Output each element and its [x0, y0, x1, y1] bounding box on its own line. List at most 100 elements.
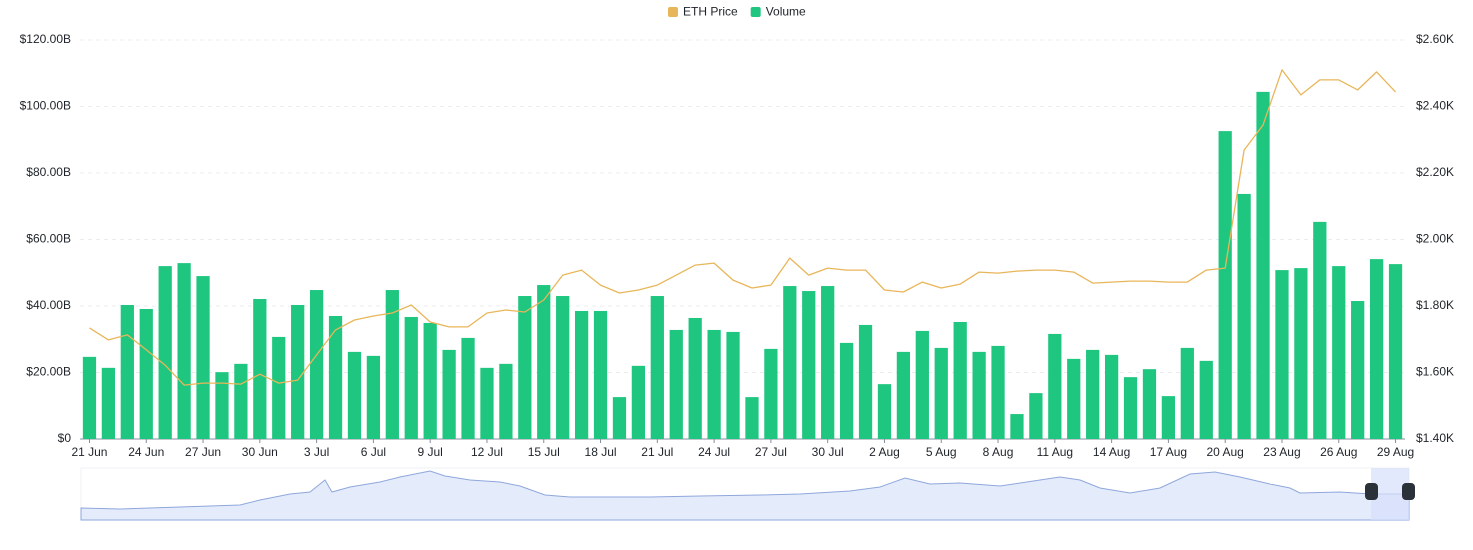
- bar: [821, 286, 835, 439]
- bar: [1161, 396, 1176, 439]
- x-tick-label: 24 Jun: [128, 445, 164, 459]
- y-tick-label: $60.00B: [26, 232, 71, 246]
- bar: [783, 286, 797, 439]
- x-tick-label: 15 Jul: [528, 445, 560, 459]
- bar: [745, 397, 759, 439]
- x-tick-label: 27 Jun: [185, 445, 221, 459]
- y-tick-label: $40.00B: [26, 298, 71, 312]
- bar: [1313, 221, 1327, 439]
- bar: [499, 363, 513, 439]
- bar: [1218, 131, 1232, 440]
- bar: [291, 305, 305, 439]
- bar: [234, 363, 248, 439]
- bar: [518, 296, 532, 439]
- x-tick-label: 27 Jul: [755, 445, 787, 459]
- bar: [158, 266, 172, 439]
- legend[interactable]: ETH Price Volume: [668, 5, 806, 19]
- x-tick-label: 11 Aug: [1037, 445, 1073, 459]
- legend-label: Volume: [766, 5, 806, 19]
- y2-tick-label: $1.40K: [1416, 431, 1454, 445]
- bar: [1086, 349, 1100, 439]
- data-zoom[interactable]: [80, 467, 1415, 521]
- bar: [366, 355, 381, 439]
- bar: [858, 324, 873, 439]
- bar: [972, 351, 986, 439]
- x-tick-label: 17 Aug: [1150, 445, 1187, 459]
- y-tick-label: $20.00B: [26, 365, 71, 379]
- x-tick-label: 29 Aug: [1377, 445, 1414, 459]
- bar: [1048, 333, 1062, 439]
- bar: [253, 299, 267, 439]
- bar: [328, 315, 343, 439]
- legend-swatch: [750, 7, 761, 17]
- y2-tick-label: $2.60K: [1416, 32, 1454, 46]
- zoom-handle[interactable]: [1402, 483, 1415, 500]
- bar: [1256, 91, 1270, 440]
- x-tick-label: 30 Jul: [812, 445, 844, 459]
- bar: [650, 296, 664, 439]
- bar: [120, 305, 134, 439]
- bar: [1275, 270, 1289, 439]
- x-tick-label: 12 Jul: [471, 445, 503, 459]
- x-tick-label: 8 Aug: [983, 445, 1014, 459]
- bar: [991, 345, 1005, 439]
- bar: [688, 317, 702, 439]
- bar: [593, 310, 608, 439]
- bar: [1351, 301, 1365, 439]
- zoom-overview: [80, 470, 1410, 521]
- bar: [1104, 354, 1119, 439]
- bar: [101, 367, 116, 439]
- bar: [537, 285, 551, 439]
- y2-tick-label: $1.60K: [1416, 365, 1454, 379]
- bar: [574, 310, 589, 439]
- bar: [1067, 358, 1081, 439]
- x-tick-label: 5 Aug: [926, 445, 957, 459]
- x-tick-label: 3 Jul: [304, 445, 329, 459]
- y-tick-label: $80.00B: [26, 165, 71, 179]
- bar: [726, 331, 740, 439]
- bar: [82, 356, 97, 439]
- bar: [669, 329, 683, 439]
- y2-tick-label: $1.80K: [1416, 298, 1454, 312]
- x-tick-label: 20 Aug: [1206, 445, 1243, 459]
- bar: [839, 342, 854, 439]
- y2-tick-label: $2.40K: [1416, 99, 1454, 113]
- bar: [347, 351, 362, 439]
- bar: [1237, 193, 1251, 439]
- bar: [707, 329, 721, 439]
- bar: [461, 337, 475, 439]
- bar: [934, 347, 948, 439]
- bar: [1369, 259, 1384, 439]
- bar: [631, 365, 646, 439]
- bar: [196, 276, 210, 439]
- bar: [1180, 347, 1194, 439]
- bar: [139, 308, 153, 439]
- x-tick-label: 30 Jun: [242, 445, 278, 459]
- x-tick-label: 6 Jul: [361, 445, 386, 459]
- legend-swatch: [668, 7, 678, 17]
- price-line: [89, 69, 1396, 386]
- bar: [177, 263, 191, 439]
- x-tick-label: 24 Jul: [698, 445, 730, 459]
- x-tick-label: 26 Aug: [1320, 445, 1357, 459]
- bar: [556, 296, 570, 439]
- bar: [272, 336, 286, 439]
- bar: [802, 291, 816, 439]
- bar: [1199, 360, 1213, 439]
- bar: [404, 316, 418, 439]
- x-tick-label: 18 Jul: [585, 445, 617, 459]
- bar: [1294, 268, 1308, 439]
- y-tick-label: $120.00B: [20, 32, 71, 46]
- zoom-handle[interactable]: [1365, 483, 1378, 500]
- bar: [1029, 393, 1043, 439]
- bar: [423, 322, 437, 439]
- bar: [442, 349, 456, 439]
- x-tick-label: 21 Jul: [641, 445, 673, 459]
- bar: [953, 321, 967, 439]
- bar: [1388, 264, 1403, 439]
- x-tick-label: 9 Jul: [417, 445, 442, 459]
- bar: [215, 372, 229, 439]
- y2-tick-label: $2.00K: [1416, 232, 1454, 246]
